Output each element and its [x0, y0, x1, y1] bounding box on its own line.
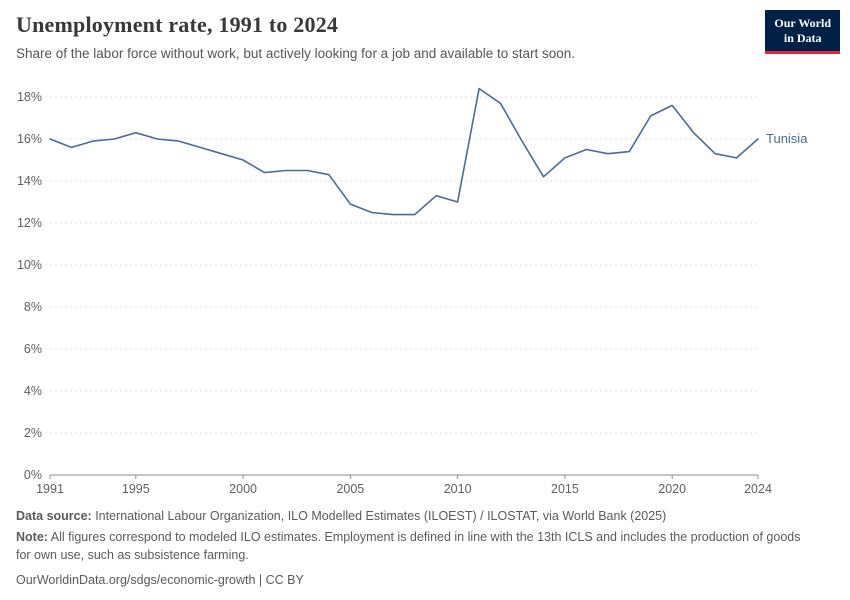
- x-tick-label: 2010: [444, 482, 472, 496]
- y-tick-label: 18%: [17, 90, 42, 104]
- note-line: Note: All figures correspond to modeled …: [16, 529, 806, 564]
- owid-logo: Our World in Data: [765, 10, 840, 54]
- y-tick-label: 6%: [24, 342, 42, 356]
- x-tick-label: 2024: [744, 482, 772, 496]
- x-tick-label: 2015: [551, 482, 579, 496]
- y-tick-label: 0%: [24, 468, 42, 482]
- owid-logo-line2: in Data: [783, 31, 822, 45]
- series-end-label: Tunisia: [766, 131, 808, 146]
- data-source-line: Data source: International Labour Organi…: [16, 508, 806, 525]
- chart-footer: Data source: International Labour Organi…: [16, 508, 806, 593]
- y-tick-label: 8%: [24, 300, 42, 314]
- y-tick-label: 2%: [24, 426, 42, 440]
- x-tick-label: 1995: [122, 482, 150, 496]
- y-tick-label: 14%: [17, 174, 42, 188]
- data-source-text: International Labour Organization, ILO M…: [91, 509, 667, 523]
- x-tick-label: 1991: [36, 482, 64, 496]
- chart-subtitle: Share of the labor force without work, b…: [16, 46, 576, 61]
- data-source-label: Data source:: [16, 509, 92, 523]
- line-chart[interactable]: 0% 2% 4% 6% 8% 10% 12% 14% 16% 18% 1991 1995 2000 200…: [0, 0, 850, 500]
- y-tick-label: 12%: [17, 216, 42, 230]
- note-label: Note:: [16, 530, 48, 545]
- y-tick-label: 4%: [24, 384, 42, 398]
- x-tick-label: 2000: [229, 482, 257, 496]
- x-tick-label: 2005: [336, 482, 364, 496]
- y-tick-label: 16%: [17, 132, 42, 146]
- license-line: OurWorldinData.org/sdgs/economic-growth …: [16, 572, 304, 587]
- tunisia-line[interactable]: [49, 87, 759, 216]
- chart-header: Unemployment rate, 1991 to 2024 Share of…: [16, 12, 740, 61]
- y-tick-label: 10%: [17, 258, 42, 272]
- x-tick-label: 2020: [658, 482, 686, 496]
- note-text: All figures correspond to modeled ILO es…: [16, 530, 801, 562]
- owid-logo-line1: Our World: [774, 16, 831, 30]
- chart-title: Unemployment rate, 1991 to 2024: [16, 12, 339, 37]
